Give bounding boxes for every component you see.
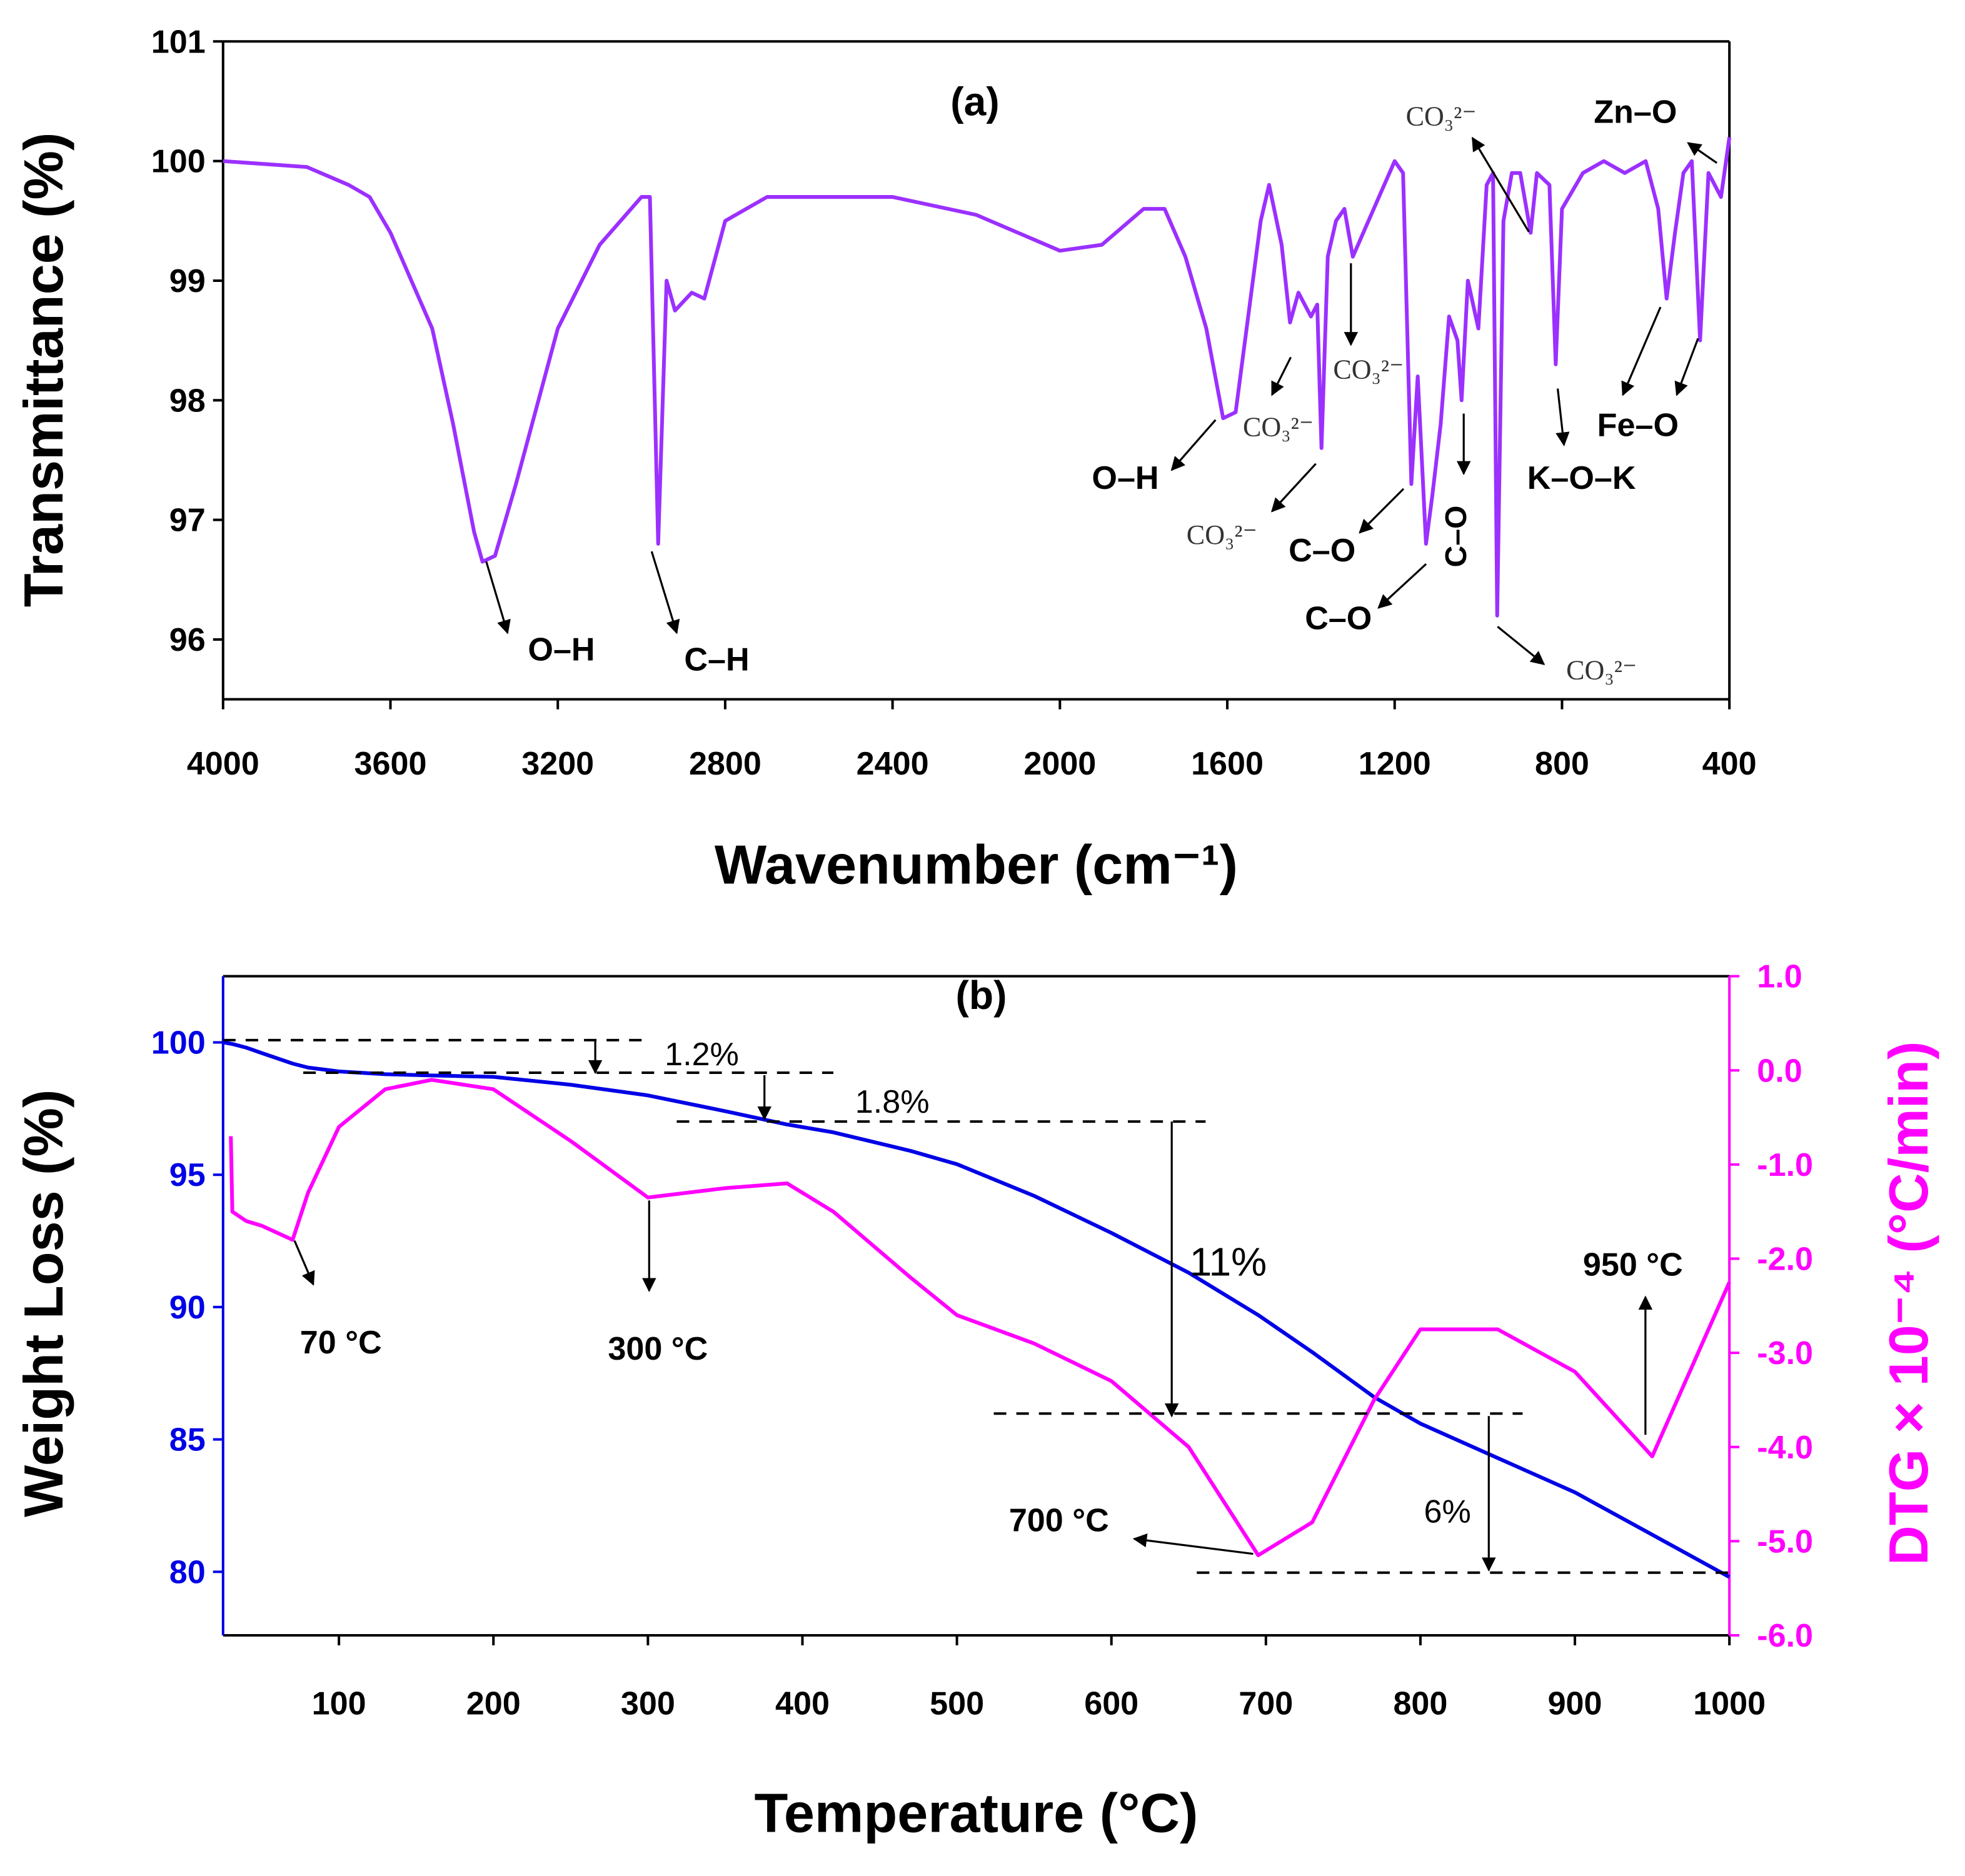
annotation: CO₃²⁻ <box>1187 519 1257 550</box>
x-tick-label: 300 <box>621 1685 675 1722</box>
annotation: 300 °C <box>608 1331 708 1367</box>
series-line <box>223 137 1732 618</box>
arrow <box>1497 626 1545 665</box>
arrow <box>650 551 680 635</box>
annotation: 11% <box>1190 1240 1267 1285</box>
y-tick-label: 80 <box>169 1554 206 1590</box>
arrow <box>1132 1533 1254 1555</box>
x-tick-label: 400 <box>775 1685 830 1722</box>
arrow <box>1687 142 1718 164</box>
y-axis-title: Weight Loss (%) <box>13 1090 74 1517</box>
y2-tick-label: 1.0 <box>1757 959 1802 995</box>
y2-axis-title: DTG × 10⁻⁴ (°C/min) <box>1877 1041 1939 1565</box>
annotation: C–O <box>1289 533 1355 569</box>
series-line <box>223 1040 1731 1579</box>
annotation: O–H <box>528 632 595 668</box>
x-tick-label: 3200 <box>521 746 594 782</box>
x-tick-label: 3600 <box>354 746 427 782</box>
annotation: 6% <box>1424 1494 1470 1530</box>
x-tick-label: 500 <box>930 1685 984 1722</box>
x-tick-label: 700 <box>1239 1685 1293 1722</box>
x-tick-label: 200 <box>466 1685 521 1722</box>
arrow <box>1170 419 1217 471</box>
x-tick-label: 2800 <box>689 746 761 782</box>
y-tick-label: 98 <box>169 383 206 419</box>
y-tick-label: 90 <box>169 1290 206 1326</box>
x-tick-label: 4000 <box>187 746 259 782</box>
y-axis-title: Transmittance (%) <box>13 133 74 608</box>
x-tick-label: 1200 <box>1359 746 1431 782</box>
y-tick-label: 95 <box>169 1157 206 1193</box>
x-tick-label: 2400 <box>857 746 929 782</box>
x-tick-label: 100 <box>312 1685 366 1722</box>
annotation: Zn–O <box>1594 94 1677 131</box>
y-tick-label: 96 <box>169 622 206 658</box>
x-axis-title: Temperature (°C) <box>755 1782 1199 1844</box>
annotation: C–O <box>1305 600 1372 636</box>
x-tick-label: 2000 <box>1023 746 1096 782</box>
y-tick-label: 85 <box>169 1422 206 1458</box>
y2-tick-label: -1.0 <box>1757 1147 1813 1183</box>
arrow <box>1555 388 1570 446</box>
y2-tick-label: -5.0 <box>1757 1523 1813 1560</box>
annotation: Fe–O <box>1597 408 1679 444</box>
annotation: O–H <box>1092 460 1158 496</box>
arrow <box>1471 136 1530 233</box>
x-tick-label: 400 <box>1702 746 1757 782</box>
annotation: CO₃²⁻ <box>1406 101 1477 132</box>
arrow <box>1271 463 1317 513</box>
panel-label: (b) <box>956 973 1007 1018</box>
y2-tick-label: -3.0 <box>1757 1335 1813 1372</box>
x-tick-label: 800 <box>1393 1685 1447 1722</box>
x-axis-title: Wavenumber (cm⁻¹) <box>715 833 1238 895</box>
y-tick-label: 97 <box>169 503 206 539</box>
y2-tick-label: -2.0 <box>1757 1241 1813 1278</box>
annotation: 70 °C <box>300 1325 382 1361</box>
arrow <box>1377 563 1427 609</box>
annotation: CO₃²⁻ <box>1243 412 1314 443</box>
x-tick-label: 900 <box>1548 1685 1602 1722</box>
y-tick-label: 100 <box>151 144 206 180</box>
annotation: K–O–K <box>1527 460 1636 496</box>
arrow <box>293 1240 315 1286</box>
series-line <box>229 1078 1731 1557</box>
x-tick-label: 600 <box>1084 1685 1138 1722</box>
annotation: CO₃²⁻ <box>1333 354 1404 385</box>
annotation: CO₃²⁻ <box>1566 655 1637 686</box>
arrow <box>1359 488 1405 534</box>
annotation: 1.8% <box>855 1084 930 1120</box>
annotation: C–O <box>1439 506 1473 568</box>
y2-tick-label: -6.0 <box>1757 1618 1813 1654</box>
x-tick-label: 1000 <box>1693 1685 1766 1722</box>
annotation: 1.2% <box>665 1036 739 1073</box>
x-tick-label: 1600 <box>1191 746 1264 782</box>
y-tick-label: 99 <box>169 263 206 299</box>
y2-tick-label: -4.0 <box>1757 1430 1813 1466</box>
y-tick-label: 100 <box>151 1025 206 1061</box>
panel-label: (a) <box>950 79 999 124</box>
arrow <box>485 561 511 635</box>
arrow <box>1621 306 1662 396</box>
x-tick-label: 800 <box>1535 746 1589 782</box>
arrow <box>1674 338 1699 396</box>
annotation: 700 °C <box>1009 1503 1109 1539</box>
y2-tick-label: 0.0 <box>1757 1053 1802 1089</box>
y-tick-label: 101 <box>151 24 206 60</box>
arrow <box>1271 356 1292 396</box>
annotation: C–H <box>684 642 749 678</box>
annotation: 950 °C <box>1583 1247 1683 1283</box>
